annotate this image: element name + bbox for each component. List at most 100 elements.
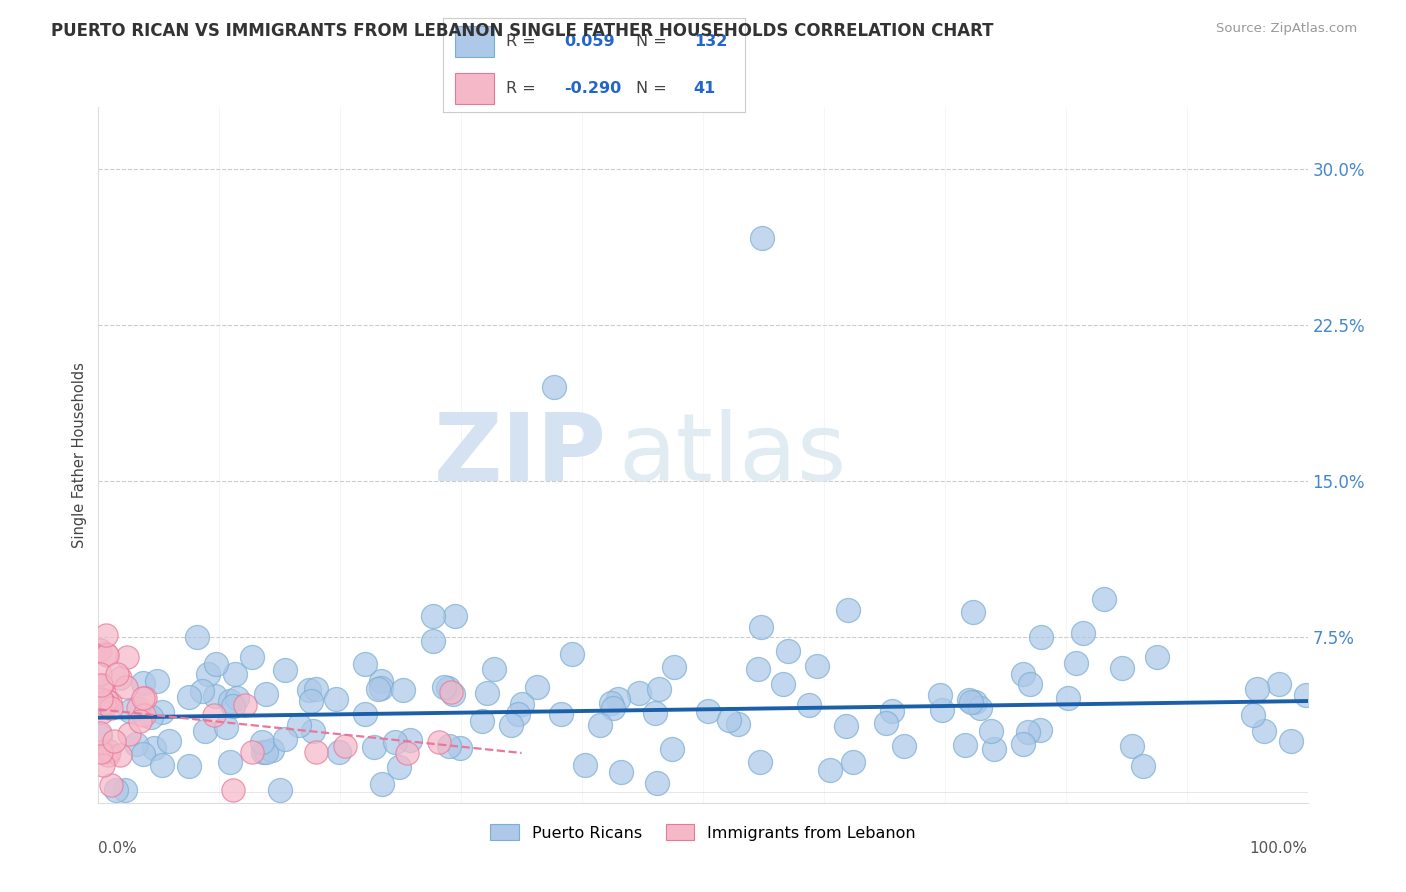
Point (506, 707, 529, 722)
Point (550, 707, 572, 722)
Point (150, 705, 173, 719)
Point (96, 694, 118, 708)
Point (422, 608, 444, 623)
Point (1246, 681, 1268, 696)
Point (600, 696, 623, 710)
Point (328, 745, 350, 759)
Point (957, 693, 980, 707)
Text: 132: 132 (693, 34, 727, 49)
Point (274, 663, 297, 677)
Point (333, 739, 356, 753)
Point (90, 745, 112, 759)
Point (834, 719, 856, 733)
Point (288, 718, 311, 732)
Point (589, 718, 612, 732)
Point (1019, 677, 1042, 691)
Point (384, 735, 406, 749)
Point (437, 681, 460, 695)
Point (662, 660, 685, 674)
Point (1146, 649, 1168, 664)
Point (610, 765, 633, 780)
Point (89, 667, 111, 681)
Point (960, 695, 983, 709)
Point (772, 677, 794, 691)
Point (179, 759, 201, 773)
Point (697, 704, 720, 718)
Point (475, 686, 498, 700)
Point (354, 706, 377, 721)
Point (837, 602, 859, 616)
Point (127, 701, 149, 715)
Point (90, 691, 112, 706)
Point (94, 647, 117, 661)
Point (90, 705, 112, 719)
Point (1121, 739, 1143, 754)
Point (269, 783, 291, 797)
Point (749, 620, 772, 634)
Point (443, 609, 465, 624)
Point (254, 687, 277, 701)
Point (983, 742, 1005, 756)
Point (222, 698, 245, 713)
Point (205, 657, 228, 671)
Point (482, 662, 505, 676)
Point (132, 691, 155, 706)
Point (299, 694, 322, 708)
Point (543, 380, 565, 394)
Point (644, 706, 666, 721)
Point (222, 783, 245, 797)
Point (399, 733, 422, 747)
Point (1279, 734, 1302, 748)
Point (441, 688, 464, 702)
Point (931, 703, 953, 717)
Point (929, 688, 952, 702)
Point (422, 634, 444, 648)
Point (392, 682, 415, 697)
Point (471, 714, 494, 728)
Point (115, 650, 138, 665)
Text: Source: ZipAtlas.com: Source: ZipAtlas.com (1216, 22, 1357, 36)
Point (120, 704, 142, 718)
Point (96, 628, 118, 642)
Point (427, 735, 450, 749)
Point (105, 783, 128, 797)
Point (89, 725, 111, 739)
Point (191, 684, 214, 698)
Point (1056, 691, 1078, 706)
Point (105, 666, 128, 681)
Point (100, 778, 122, 792)
Text: PUERTO RICAN VS IMMIGRANTS FROM LEBANON SINGLE FATHER HOUSEHOLDS CORRELATION CHA: PUERTO RICAN VS IMMIGRANTS FROM LEBANON … (51, 22, 993, 40)
Point (139, 709, 162, 723)
Point (1111, 660, 1133, 674)
Point (727, 717, 749, 731)
Point (132, 708, 155, 723)
Point (100, 701, 122, 715)
Point (661, 742, 683, 756)
Point (1071, 625, 1094, 640)
Point (202, 707, 225, 722)
Point (880, 704, 903, 718)
Point (1017, 724, 1039, 739)
Point (962, 606, 984, 620)
Point (512, 697, 534, 711)
Point (262, 743, 284, 757)
Point (433, 680, 456, 694)
Point (131, 676, 153, 690)
Point (449, 740, 471, 755)
Point (751, 231, 773, 245)
Point (1253, 723, 1275, 738)
Point (194, 723, 217, 738)
Point (274, 731, 297, 746)
Point (395, 746, 418, 760)
Point (354, 657, 377, 671)
Point (224, 667, 246, 681)
Point (93, 696, 115, 710)
Point (108, 671, 131, 685)
Point (233, 698, 256, 713)
Point (602, 700, 624, 714)
Point (842, 755, 865, 769)
Point (370, 673, 392, 688)
Y-axis label: Single Father Households: Single Father Households (72, 362, 87, 548)
Point (219, 694, 242, 708)
Point (215, 721, 238, 735)
